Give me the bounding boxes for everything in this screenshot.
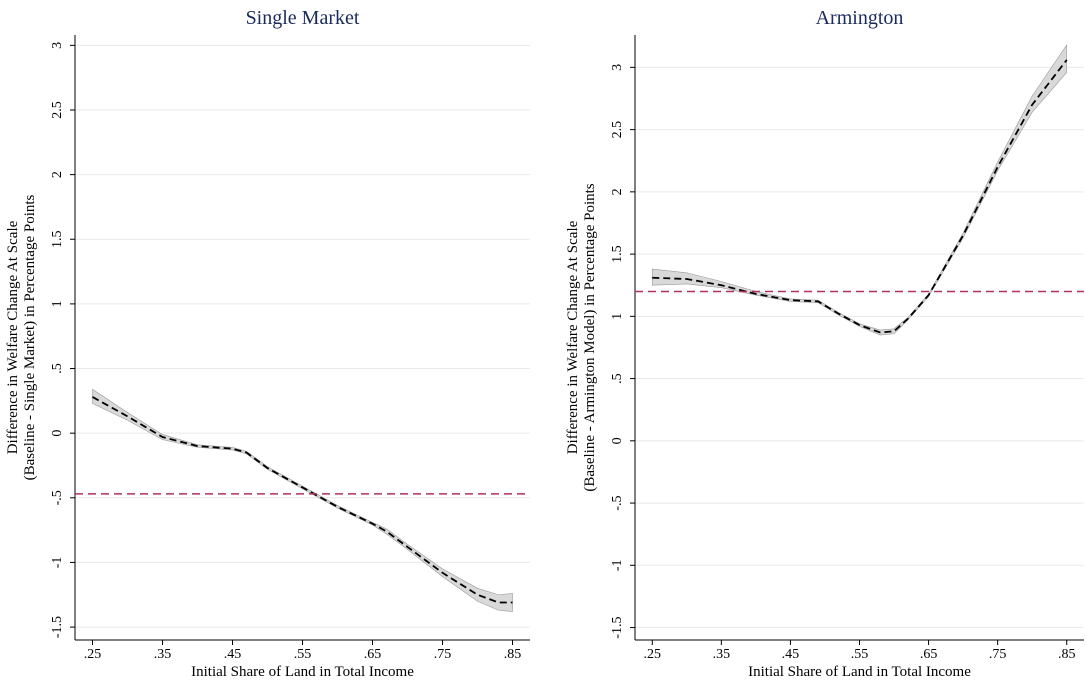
y-tick-label: 2	[50, 171, 65, 178]
y-tick-label: -1.5	[610, 616, 625, 638]
y-tick-label: -.5	[50, 490, 65, 505]
y-tick-label: 2	[610, 188, 625, 195]
x-axis-label: Initial Share of Land in Total Income	[748, 664, 971, 680]
x-tick-label: .25	[84, 647, 102, 662]
chart-title: Single Market	[246, 7, 360, 29]
y-tick-label: 0	[610, 437, 625, 444]
x-tick-label: .35	[154, 647, 172, 662]
x-tick-label: .35	[713, 647, 731, 662]
y-tick-label: -1	[50, 557, 65, 569]
y-axis-label: (Baseline - Single Market) in Percentage…	[22, 194, 38, 480]
chart-title: Armington	[816, 7, 904, 29]
x-axis-label: Initial Share of Land in Total Income	[191, 664, 414, 680]
confidence-band	[92, 388, 513, 612]
y-tick-label: 1.5	[610, 245, 625, 263]
x-tick-label: .75	[989, 647, 1007, 662]
y-tick-label: 0	[50, 430, 65, 437]
y-tick-label: 1	[610, 313, 625, 320]
y-tick-label: .5	[50, 363, 65, 374]
x-tick-label: .75	[434, 647, 452, 662]
y-tick-label: .5	[610, 373, 625, 384]
x-tick-label: .65	[364, 647, 382, 662]
y-tick-label: -.5	[610, 495, 625, 510]
x-tick-label: .85	[504, 647, 522, 662]
y-axis-label: Difference in Welfare Change At Scale	[5, 220, 21, 454]
x-tick-label: .55	[294, 647, 312, 662]
x-tick-label: .25	[644, 647, 662, 662]
fit-line	[652, 59, 1068, 334]
x-tick-label: .65	[920, 647, 938, 662]
y-tick-label: -1	[610, 559, 625, 571]
y-tick-label: 1.5	[50, 231, 65, 249]
x-tick-label: .45	[224, 647, 242, 662]
confidence-band	[651, 43, 1068, 336]
y-tick-label: 1	[50, 300, 65, 307]
y-tick-label: 3	[610, 64, 625, 71]
x-tick-label: .45	[782, 647, 800, 662]
y-tick-label: -1.5	[50, 616, 65, 638]
y-tick-label: 2.5	[610, 121, 625, 139]
y-axis-label: Difference in Welfare Change At Scale	[565, 220, 581, 454]
y-tick-label: 2.5	[50, 101, 65, 119]
fit-line	[92, 396, 513, 604]
x-tick-label: .55	[851, 647, 869, 662]
y-axis-label: (Baseline - Armington Model) in Percenta…	[582, 183, 598, 491]
y-tick-label: 3	[50, 42, 65, 49]
x-tick-label: .85	[1058, 647, 1076, 662]
